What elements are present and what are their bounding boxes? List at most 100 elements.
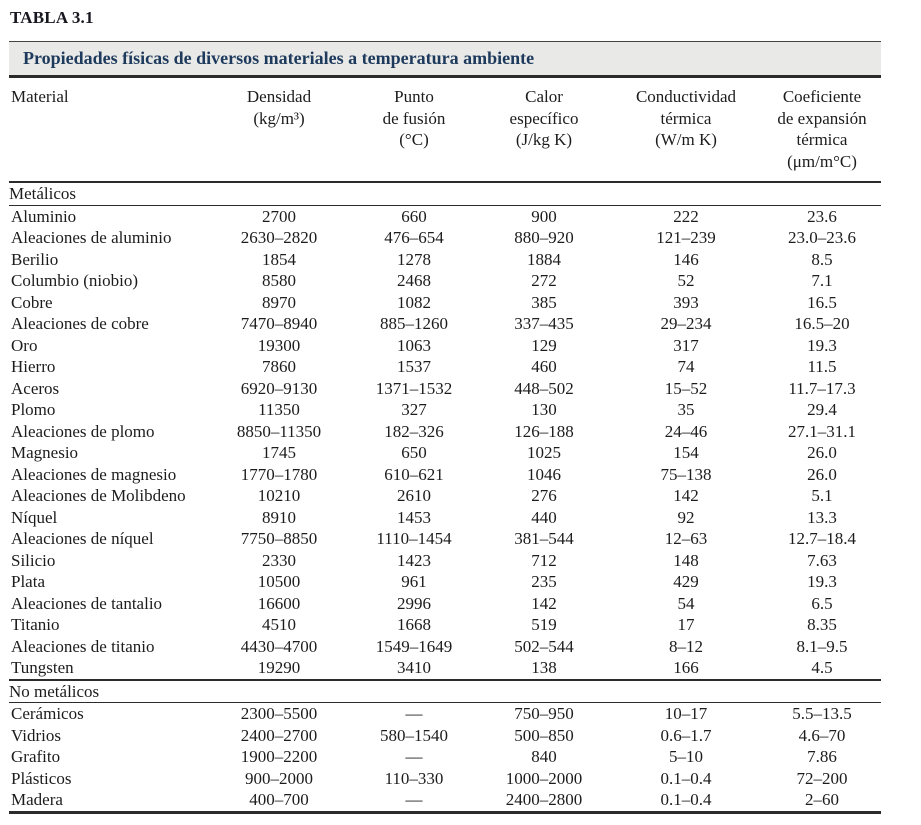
value-cell: 393 xyxy=(673,292,699,312)
value-cell: 448–502 xyxy=(514,378,574,398)
value-cell: 476–654 xyxy=(384,228,444,247)
value-cell: 580–1540 xyxy=(380,725,448,745)
column-header-line: de fusión xyxy=(382,108,446,128)
section-row-no-metalicos: No metálicos xyxy=(9,678,881,703)
value-cell: 460 xyxy=(531,357,557,376)
value-cell: 154 xyxy=(673,443,699,462)
material-name: Magnesio xyxy=(11,443,79,462)
value-cell: 400–700 xyxy=(249,790,309,809)
material-name: Aluminio xyxy=(11,206,77,226)
value-cell: 26.0 xyxy=(807,464,837,484)
value-cell: 10500 xyxy=(257,572,301,591)
value-cell: 385 xyxy=(531,292,557,312)
value-cell: 23.6 xyxy=(807,206,837,226)
value-cell: 8.5 xyxy=(811,249,833,269)
value-cell: 142 xyxy=(531,593,557,613)
material-name: Berilio xyxy=(11,249,59,269)
value-cell: — xyxy=(405,704,423,723)
table-row: Magnesio 1745 650 1025 154 26.0 xyxy=(9,442,881,464)
table-row: Níquel 8910 1453 440 92 13.3 xyxy=(9,507,881,529)
material-name: Aleaciones de cobre xyxy=(11,314,149,333)
value-cell: 2700 xyxy=(262,206,296,226)
value-cell: 11.7–17.3 xyxy=(788,378,856,398)
value-cell: 880–920 xyxy=(514,228,574,247)
table-row: Aleaciones de cobre 7470–8940 885–1260 337–… xyxy=(9,313,881,335)
value-cell: 7750–8850 xyxy=(240,529,318,548)
table-row: Berilio 1854 1278 1884 146 8.5 xyxy=(9,249,881,271)
value-cell: 19300 xyxy=(257,335,301,355)
value-cell: 15–52 xyxy=(664,378,708,398)
value-cell: 660 xyxy=(401,206,427,226)
value-cell: 327 xyxy=(401,400,427,419)
value-cell: 0.6–1.7 xyxy=(660,725,712,745)
value-cell: 19.3 xyxy=(807,335,837,355)
material-name: Aleaciones de magnesio xyxy=(11,464,177,484)
table-row: Aleaciones de tantalio 16600 2996 142 54 6.5 xyxy=(9,593,881,615)
value-cell: 27.1–31.1 xyxy=(788,421,856,441)
value-cell: — xyxy=(405,747,423,766)
value-cell: 5.1 xyxy=(811,486,833,505)
material-name: Cerámicos xyxy=(11,704,84,723)
value-cell: 650 xyxy=(401,443,427,462)
column-header-line: (J/kg K) xyxy=(515,130,573,149)
table-title-banner: Propiedades físicas de diversos material… xyxy=(9,41,881,78)
value-cell: 16600 xyxy=(257,593,301,613)
value-cell: 19.3 xyxy=(807,572,837,591)
value-cell: 500–850 xyxy=(514,725,574,745)
column-header-line: térmica xyxy=(660,108,712,128)
table-row: Silicio 2330 1423 712 148 7.63 xyxy=(9,550,881,572)
table-header: Material Densidad (kg/m³) Punto de fusión (°C… xyxy=(9,78,881,182)
column-header-coeficiente-expansion-termica: Coeficiente de expansión térmica (μm/m°C) xyxy=(763,78,881,182)
table-row: Plata 10500 961 235 429 19.3 xyxy=(9,571,881,593)
value-cell: 276 xyxy=(531,486,557,505)
header-row: Material Densidad (kg/m³) Punto de fusión (°C… xyxy=(9,78,881,182)
value-cell: 12.7–18.4 xyxy=(788,529,856,548)
value-cell: 2300–5500 xyxy=(240,704,318,723)
value-cell: 1537 xyxy=(397,357,431,376)
value-cell: 126–188 xyxy=(514,421,574,441)
value-cell: 2–60 xyxy=(805,790,839,809)
value-cell: 4.5 xyxy=(811,658,833,677)
value-cell: 4.6–70 xyxy=(798,725,846,745)
column-header-line: específico xyxy=(509,108,579,128)
material-name: Titanio xyxy=(11,615,60,634)
value-cell: 885–1260 xyxy=(380,314,448,333)
value-cell: 1082 xyxy=(397,292,431,312)
value-cell: 4430–4700 xyxy=(240,636,318,656)
value-cell: 0.1–0.4 xyxy=(660,768,712,788)
value-cell: 72–200 xyxy=(796,768,848,788)
column-header-line: Densidad xyxy=(246,87,312,106)
value-cell: 2400–2700 xyxy=(240,725,318,745)
value-cell: 1000–2000 xyxy=(505,768,583,788)
material-name: Oro xyxy=(11,335,38,355)
material-name: Silicio xyxy=(11,550,56,570)
material-name: Hierro xyxy=(11,357,56,376)
table-row: Cerámicos 2300–5500 — 750–950 10–17 5.5–13.5 xyxy=(9,703,881,725)
value-cell: 6920–9130 xyxy=(240,378,318,398)
value-cell: 74 xyxy=(677,357,695,376)
table-row: Aleaciones de magnesio 1770–1780 610–621 10… xyxy=(9,464,881,486)
table-row: Aleaciones de plomo 8850–11350 182–326 126–… xyxy=(9,421,881,443)
value-cell: 12–63 xyxy=(664,529,708,548)
table-row: Cobre 8970 1082 385 393 16.5 xyxy=(9,292,881,314)
value-cell: 1371–1532 xyxy=(375,378,453,398)
value-cell: 10–17 xyxy=(664,704,708,723)
value-cell: 29–234 xyxy=(660,314,712,333)
value-cell: 121–239 xyxy=(656,228,716,247)
table-row: Aluminio 2700 660 900 222 23.6 xyxy=(9,205,881,227)
value-cell: 8970 xyxy=(262,292,296,312)
value-cell: 1854 xyxy=(262,249,296,269)
value-cell: 130 xyxy=(531,400,557,419)
value-cell: 429 xyxy=(673,572,699,591)
column-header-conductividad-termica: Conductividad térmica (W/m K) xyxy=(609,78,763,182)
value-cell: 8.35 xyxy=(807,615,837,634)
column-header-line: Coeficiente xyxy=(782,87,862,106)
value-cell: 3410 xyxy=(397,658,431,677)
value-cell: 0.1–0.4 xyxy=(660,790,712,809)
material-name: Cobre xyxy=(11,292,53,312)
table-row: Titanio 4510 1668 519 17 8.35 xyxy=(9,614,881,636)
column-header-densidad: Densidad (kg/m³) xyxy=(209,78,349,182)
column-header-line: Calor xyxy=(525,87,563,106)
value-cell: 7.63 xyxy=(807,550,837,570)
